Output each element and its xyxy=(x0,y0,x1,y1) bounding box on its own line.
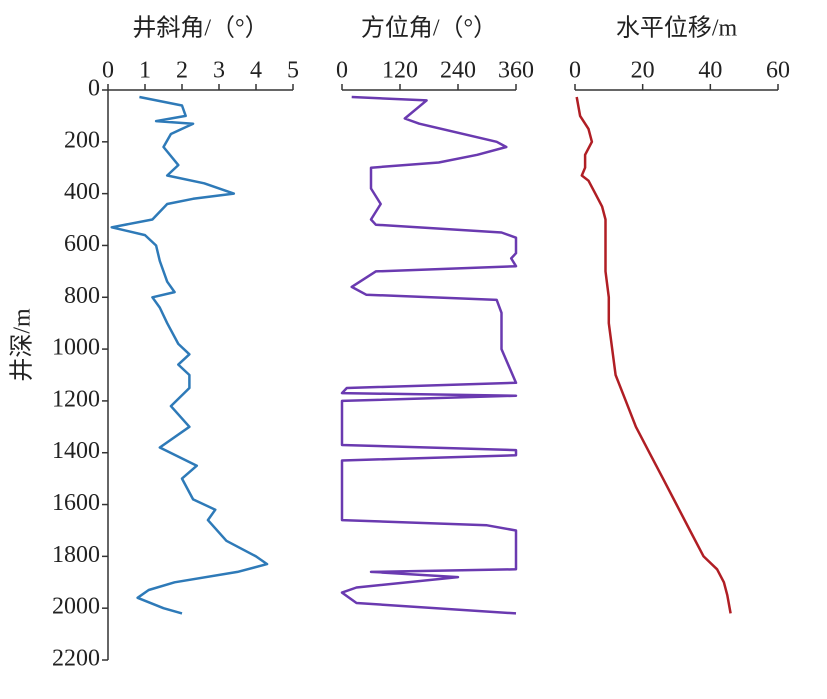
y-tick-label: 800 xyxy=(64,283,100,309)
y-tick-label: 2200 xyxy=(52,646,100,672)
panel-title: 方位角/（°） xyxy=(361,15,497,42)
x-tick-label: 240 xyxy=(440,58,476,84)
x-tick-label: 1 xyxy=(139,58,151,84)
y-tick-label: 1200 xyxy=(52,386,100,412)
y-tick-label: 200 xyxy=(64,127,100,153)
y-tick-label: 600 xyxy=(64,231,100,257)
y-tick-label: 1600 xyxy=(52,490,100,516)
x-tick-label: 120 xyxy=(382,58,418,84)
y-tick-label: 2000 xyxy=(52,594,100,620)
y-tick-label: 1800 xyxy=(52,542,100,568)
x-tick-label: 5 xyxy=(287,58,299,84)
x-tick-label: 60 xyxy=(766,58,790,84)
panel-title: 井斜角/（°） xyxy=(132,15,268,42)
y-axis-label: 井深/m xyxy=(9,308,36,382)
data-line xyxy=(340,95,518,615)
x-tick-label: 3 xyxy=(213,58,225,84)
x-tick-label: 0 xyxy=(336,58,348,84)
data-line xyxy=(110,95,269,615)
y-tick-label: 1000 xyxy=(52,335,100,361)
y-tick-label: 1400 xyxy=(52,438,100,464)
x-tick-label: 40 xyxy=(698,58,722,84)
y-tick-label: 0 xyxy=(88,76,100,102)
x-tick-label: 0 xyxy=(102,58,114,84)
data-line xyxy=(575,96,732,614)
x-tick-label: 0 xyxy=(569,58,581,84)
x-tick-label: 20 xyxy=(631,58,655,84)
x-tick-label: 360 xyxy=(498,58,534,84)
y-tick-label: 400 xyxy=(64,179,100,205)
panel-title: 水平位移/m xyxy=(616,15,738,42)
x-tick-label: 4 xyxy=(250,58,262,84)
x-tick-label: 2 xyxy=(176,58,188,84)
